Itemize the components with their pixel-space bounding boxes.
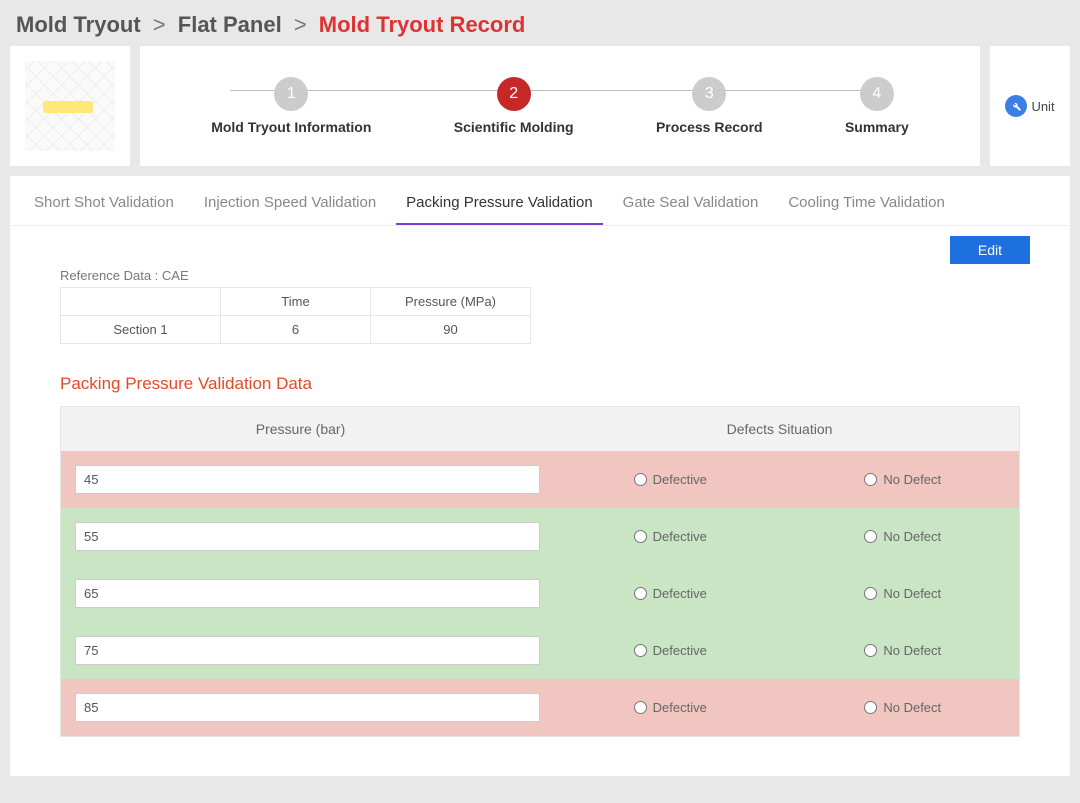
defective-label: Defective [653, 643, 707, 658]
wizard-step-4[interactable]: 4 Summary [845, 77, 909, 135]
step-circle: 3 [692, 77, 726, 111]
no-defect-option[interactable]: No Defect [787, 529, 1020, 544]
reference-data-label: Reference Data : CAE [60, 268, 1020, 283]
pressure-input[interactable] [75, 522, 540, 551]
breadcrumb-sep: > [153, 12, 166, 37]
no-defect-label: No Defect [883, 700, 941, 715]
step-label: Summary [845, 119, 909, 135]
defective-radio[interactable] [634, 644, 647, 657]
data-row: Defective No Defect [61, 451, 1019, 508]
breadcrumb-sep: > [294, 12, 307, 37]
step-circle: 1 [274, 77, 308, 111]
defective-option[interactable]: Defective [554, 529, 787, 544]
no-defect-radio[interactable] [864, 530, 877, 543]
col-header-pressure: Pressure (bar) [61, 407, 540, 451]
no-defect-label: No Defect [883, 586, 941, 601]
defective-label: Defective [653, 472, 707, 487]
data-row: Defective No Defect [61, 679, 1019, 736]
pressure-input[interactable] [75, 636, 540, 665]
edit-button[interactable]: Edit [950, 236, 1030, 264]
no-defect-radio[interactable] [864, 587, 877, 600]
defective-radio[interactable] [634, 473, 647, 486]
col-header-defects: Defects Situation [540, 407, 1019, 451]
defective-label: Defective [653, 529, 707, 544]
validation-tabs: Short Shot Validation Injection Speed Val… [10, 176, 1070, 226]
step-label: Mold Tryout Information [211, 119, 371, 135]
pressure-input[interactable] [75, 693, 540, 722]
no-defect-option[interactable]: No Defect [787, 643, 1020, 658]
breadcrumb-level-1[interactable]: Mold Tryout [16, 12, 141, 37]
wrench-icon [1005, 95, 1027, 117]
wizard-stepper: 1 Mold Tryout Information 2 Scientific Mold… [140, 46, 980, 166]
wizard-step-3[interactable]: 3 Process Record [656, 77, 763, 135]
defective-option[interactable]: Defective [554, 700, 787, 715]
defective-radio[interactable] [634, 530, 647, 543]
breadcrumb: Mold Tryout > Flat Panel > Mold Tryout R… [0, 0, 1080, 46]
step-label: Process Record [656, 119, 763, 135]
defective-option[interactable]: Defective [554, 472, 787, 487]
breadcrumb-current: Mold Tryout Record [319, 12, 526, 37]
defective-option[interactable]: Defective [554, 586, 787, 601]
ref-cell-time: 6 [221, 316, 371, 344]
tab-injection-speed-validation[interactable]: Injection Speed Validation [194, 190, 386, 225]
no-defect-label: No Defect [883, 643, 941, 658]
ref-header-blank [61, 288, 221, 316]
pressure-input[interactable] [75, 465, 540, 494]
data-row: Defective No Defect [61, 622, 1019, 679]
no-defect-radio[interactable] [864, 644, 877, 657]
tab-short-shot-validation[interactable]: Short Shot Validation [24, 190, 184, 225]
data-row: Defective No Defect [61, 508, 1019, 565]
section-title: Packing Pressure Validation Data [10, 354, 1070, 406]
ref-cell-pressure: 90 [371, 316, 531, 344]
breadcrumb-level-2[interactable]: Flat Panel [178, 12, 282, 37]
step-label: Scientific Molding [454, 119, 574, 135]
reference-table: Time Pressure (MPa) Section 1 6 90 [60, 287, 531, 344]
part-thumbnail[interactable] [10, 46, 130, 166]
tab-gate-seal-validation[interactable]: Gate Seal Validation [613, 190, 769, 225]
step-circle: 2 [497, 77, 531, 111]
step-circle: 4 [860, 77, 894, 111]
tab-packing-pressure-validation[interactable]: Packing Pressure Validation [396, 190, 603, 225]
unit-button[interactable]: Unit [990, 46, 1070, 166]
no-defect-radio[interactable] [864, 473, 877, 486]
no-defect-radio[interactable] [864, 701, 877, 714]
no-defect-option[interactable]: No Defect [787, 700, 1020, 715]
defective-radio[interactable] [634, 701, 647, 714]
defective-radio[interactable] [634, 587, 647, 600]
wizard-step-1[interactable]: 1 Mold Tryout Information [211, 77, 371, 135]
defective-option[interactable]: Defective [554, 643, 787, 658]
validation-data-table: Pressure (bar) Defects Situation Defecti… [60, 406, 1020, 737]
data-row: Defective No Defect [61, 565, 1019, 622]
no-defect-label: No Defect [883, 472, 941, 487]
ref-header-pressure: Pressure (MPa) [371, 288, 531, 316]
no-defect-option[interactable]: No Defect [787, 472, 1020, 487]
tab-cooling-time-validation[interactable]: Cooling Time Validation [778, 190, 954, 225]
ref-cell-section: Section 1 [61, 316, 221, 344]
defective-label: Defective [653, 586, 707, 601]
defective-label: Defective [653, 700, 707, 715]
pressure-input[interactable] [75, 579, 540, 608]
unit-label: Unit [1031, 99, 1054, 114]
no-defect-option[interactable]: No Defect [787, 586, 1020, 601]
wizard-step-2[interactable]: 2 Scientific Molding [454, 77, 574, 135]
ref-header-time: Time [221, 288, 371, 316]
no-defect-label: No Defect [883, 529, 941, 544]
